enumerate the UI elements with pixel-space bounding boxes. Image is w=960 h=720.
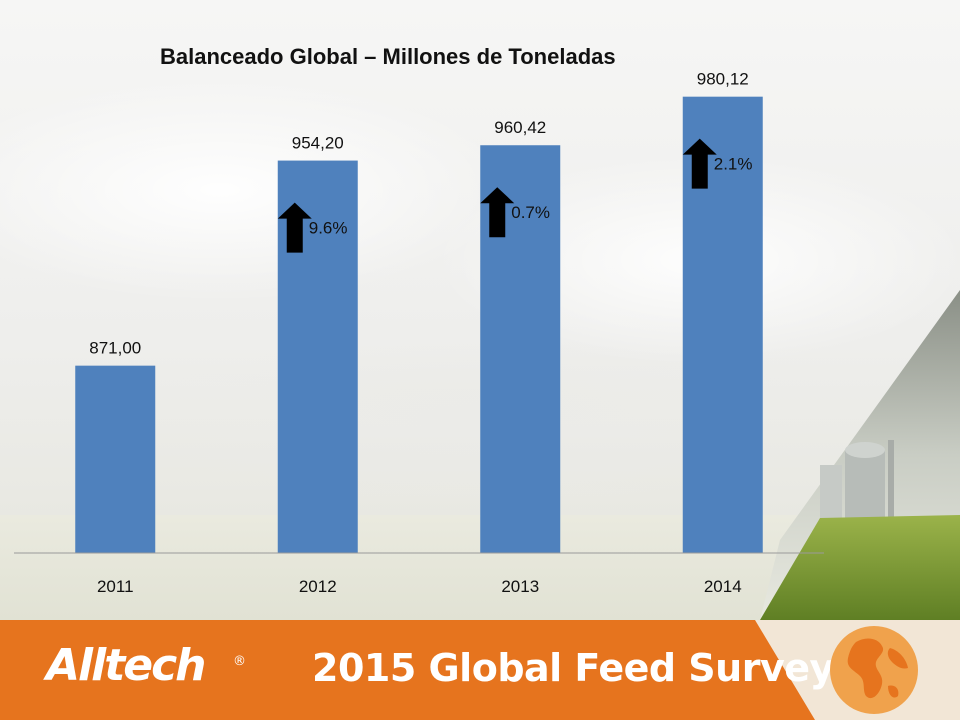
survey-title: 2015 Global Feed Survey [312, 646, 834, 690]
data-label-2014: 980,12 [697, 70, 749, 89]
bar-2011 [75, 365, 156, 553]
registered-mark: ® [233, 654, 246, 669]
x-tick-label-2013: 2013 [501, 577, 539, 596]
up-arrow-icon [277, 202, 312, 253]
data-label-2012: 954,20 [292, 134, 344, 153]
growth-label-2013: 0.7% [511, 203, 550, 222]
globe-icon [830, 626, 918, 714]
growth-label-2014: 2.1% [714, 155, 753, 174]
data-label-2011: 871,00 [89, 339, 141, 358]
x-tick-label-2011: 2011 [97, 577, 134, 596]
up-arrow-icon [480, 187, 515, 238]
x-tick-label-2014: 2014 [704, 577, 742, 596]
farm-silo-photo [760, 290, 960, 620]
bar-chart: 871,00 2011 954,20 2012 9.6% 960,42 2013 0.7% 98… [14, 70, 824, 596]
alltech-logo: Alltech [46, 640, 206, 691]
chart-title: Balanceado Global – Millones de Tonelada… [160, 44, 616, 69]
growth-label-2012: 9.6% [309, 219, 348, 238]
x-tick-label-2012: 2012 [299, 577, 337, 596]
up-arrow-icon [682, 138, 717, 189]
data-label-2013: 960,42 [494, 118, 546, 137]
